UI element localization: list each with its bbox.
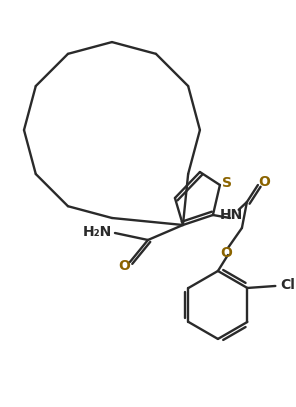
Text: O: O	[118, 259, 130, 273]
Text: H₂N: H₂N	[82, 225, 112, 239]
Text: Cl: Cl	[280, 278, 295, 292]
Text: HN: HN	[219, 208, 242, 222]
Text: O: O	[258, 175, 270, 189]
Text: S: S	[222, 176, 232, 190]
Text: O: O	[220, 246, 232, 260]
